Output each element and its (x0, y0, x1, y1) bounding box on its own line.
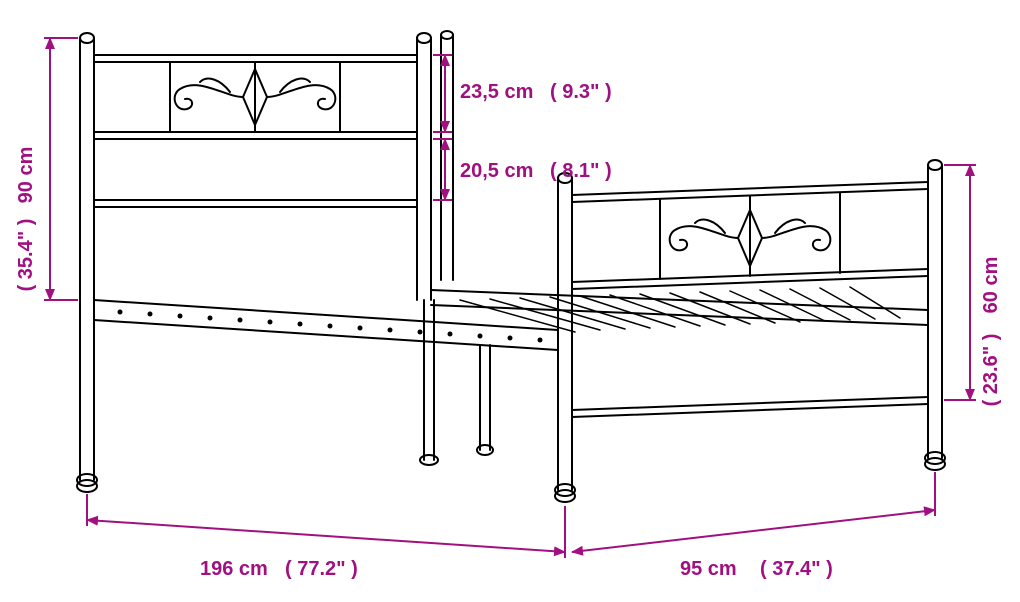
label-height-footboard-in: ( 23.6" ) (980, 334, 1002, 407)
label-width-in: ( 37.4" ) (760, 558, 833, 580)
label-length-cm: 196 cm (200, 558, 268, 580)
bed-dimension-diagram: 90 cm ( 35.4" ) 23,5 cm ( 9.3" ) 20,5 cm… (0, 0, 1020, 602)
label-height-footboard-cm: 60 cm (980, 257, 1002, 314)
label-width-cm: 95 cm (680, 558, 737, 580)
label-top-deco-cm: 23,5 cm (460, 81, 533, 103)
label-top-deco-in: ( 9.3" ) (550, 81, 612, 103)
label-height-headboard-in: ( 35.4" ) (15, 219, 37, 292)
label-mid-in: ( 8.1" ) (550, 160, 612, 182)
label-length-in: ( 77.2" ) (285, 558, 358, 580)
dimension-labels: 90 cm ( 35.4" ) 23,5 cm ( 9.3" ) 20,5 cm… (15, 81, 1002, 580)
label-height-headboard-cm: 90 cm (15, 147, 37, 204)
dimension-lines (44, 38, 976, 558)
label-mid-cm: 20,5 cm (460, 160, 533, 182)
